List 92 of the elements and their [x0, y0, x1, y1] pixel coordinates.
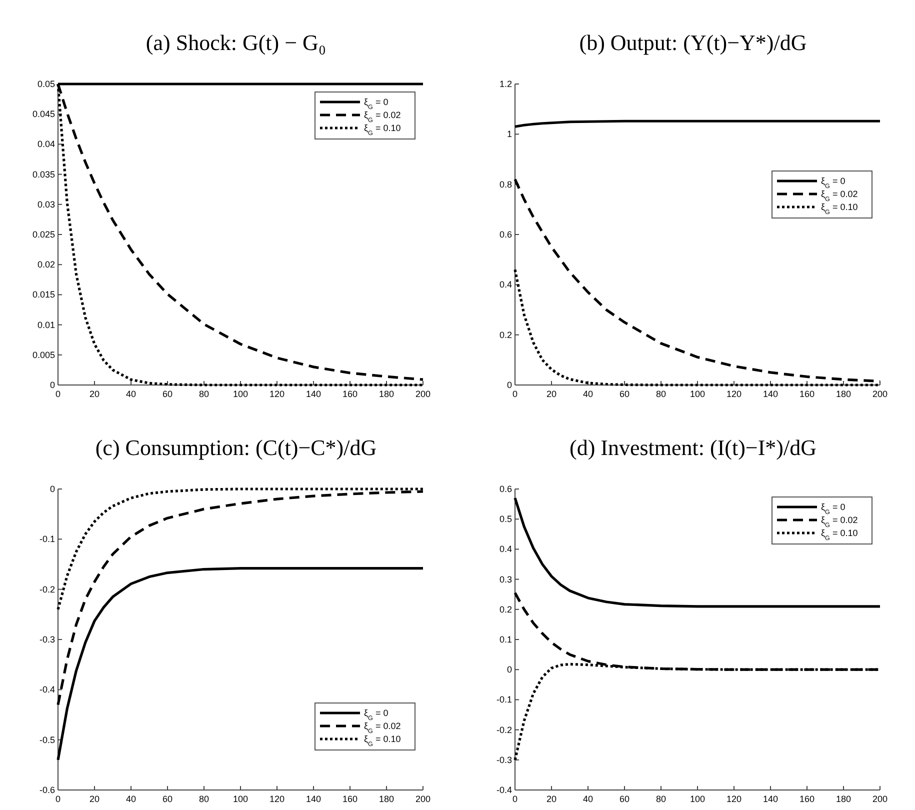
- x-tick-label: 140: [762, 389, 778, 399]
- x-tick-label: 200: [872, 794, 888, 804]
- x-tick-label: 180: [836, 794, 852, 804]
- x-tick-label: 160: [342, 794, 358, 804]
- x-tick-label: 120: [726, 794, 742, 804]
- y-tick-label: 1: [506, 129, 512, 140]
- legend-label: ξ$_{G}$ = 0: [821, 176, 846, 190]
- x-tick-label: 140: [306, 794, 322, 804]
- legend-label: ξ$_{G}$ = 0.10: [364, 734, 401, 748]
- x-tick-label: 100: [232, 794, 248, 804]
- x-tick-label: 160: [799, 794, 815, 804]
- x-tick-label: 160: [342, 389, 358, 399]
- legend-label: ξ$_{G}$ = 0: [364, 97, 388, 110]
- y-tick-label: -0.6: [39, 785, 55, 795]
- chart-title: (a) Shock: G(t) − G₀: [146, 30, 326, 55]
- chart-title: (d) Investment: (I(t)−I*)/dG: [570, 435, 817, 460]
- y-tick-label: 0.02: [37, 260, 55, 270]
- y-tick-label: 0.035: [32, 169, 55, 180]
- y-tick-label: 0: [50, 484, 55, 494]
- legend-label: ξ$_{G}$ = 0.02: [364, 721, 401, 734]
- x-tick-label: 40: [126, 794, 136, 804]
- y-tick-label: 0: [506, 380, 512, 390]
- legend-label: ξ$_{G}$ = 0.10: [821, 528, 858, 542]
- y-tick-label: 0.6: [499, 484, 512, 494]
- y-tick-label: 0.4: [499, 280, 512, 290]
- y-tick-label: 0.03: [37, 199, 55, 210]
- legend-label: ξ$_{G}$ = 0.02: [821, 189, 858, 202]
- x-tick-label: 20: [89, 389, 100, 399]
- x-tick-label: 140: [762, 794, 778, 804]
- y-tick-label: -0.4: [39, 684, 55, 695]
- y-tick-label: 0.6: [499, 230, 512, 240]
- x-tick-label: 60: [619, 389, 630, 399]
- y-tick-label: -0.3: [496, 754, 512, 765]
- legend-label: ξ$_{G}$ = 0.10: [821, 202, 858, 216]
- y-tick-label: 0.045: [32, 109, 55, 120]
- y-tick-label: 0.3: [499, 574, 512, 584]
- y-tick-label: -0.4: [496, 785, 512, 795]
- x-tick-label: 140: [306, 389, 322, 399]
- x-tick-label: 160: [799, 389, 815, 399]
- x-tick-label: 120: [269, 389, 285, 399]
- y-tick-label: 0.5: [499, 514, 512, 524]
- chart-title: (b) Output: (Y(t)−Y*)/dG: [579, 30, 807, 55]
- x-tick-label: 60: [162, 389, 173, 399]
- y-tick-label: 0: [506, 664, 512, 675]
- y-tick-label: 0.04: [37, 139, 55, 150]
- legend-label: ξ$_{G}$ = 0.02: [821, 515, 858, 528]
- x-tick-label: 80: [656, 794, 666, 804]
- chart-title: (c) Consumption: (C(t)−C*)/dG: [95, 435, 377, 460]
- y-tick-label: -0.1: [496, 694, 512, 705]
- legend-label: ξ$_{G}$ = 0: [364, 708, 388, 722]
- x-tick-label: 80: [198, 794, 210, 804]
- y-tick-label: -0.5: [39, 734, 55, 745]
- x-tick-label: 100: [232, 389, 248, 399]
- x-tick-label: 180: [378, 389, 394, 399]
- y-tick-label: -0.2: [39, 584, 55, 594]
- y-tick-label: 0.2: [499, 604, 512, 614]
- x-tick-label: 40: [126, 389, 136, 399]
- x-tick-label: 120: [269, 794, 285, 804]
- y-tick-label: 1.2: [499, 79, 512, 89]
- legend-label: ξ$_{G}$ = 0: [821, 502, 846, 516]
- x-tick-label: 20: [546, 389, 557, 399]
- x-tick-label: 40: [582, 794, 594, 804]
- x-tick-label: 20: [89, 794, 100, 804]
- x-tick-label: 100: [690, 389, 706, 399]
- x-tick-label: 80: [198, 389, 210, 399]
- x-tick-label: 200: [415, 794, 431, 804]
- y-tick-label: -0.3: [39, 634, 55, 644]
- y-tick-label: 0.4: [499, 544, 512, 554]
- y-tick-label: 0.8: [499, 179, 512, 190]
- x-tick-label: 100: [690, 794, 706, 804]
- y-tick-label: 0.05: [37, 79, 55, 89]
- y-tick-label: -0.1: [39, 534, 55, 544]
- x-tick-label: 200: [415, 389, 431, 399]
- x-tick-label: 20: [546, 794, 557, 804]
- y-tick-label: 0.1: [499, 634, 512, 644]
- y-tick-label: -0.2: [496, 724, 512, 735]
- x-tick-label: 180: [378, 794, 394, 804]
- x-tick-label: 80: [656, 389, 666, 399]
- x-tick-label: 60: [619, 794, 630, 804]
- y-tick-label: 0.005: [32, 350, 55, 360]
- x-tick-label: 200: [872, 389, 888, 399]
- x-tick-label: 120: [726, 389, 742, 399]
- y-tick-label: 0: [50, 380, 55, 390]
- y-tick-label: 0.2: [499, 330, 512, 340]
- y-tick-label: 0.01: [37, 320, 55, 330]
- x-tick-label: 40: [582, 389, 594, 399]
- x-tick-label: 60: [162, 794, 173, 804]
- x-tick-label: 180: [836, 389, 852, 399]
- y-tick-label: 0.025: [32, 230, 55, 240]
- legend-label: ξ$_{G}$ = 0.10: [364, 123, 401, 136]
- legend-label: ξ$_{G}$ = 0.02: [364, 110, 401, 124]
- y-tick-label: 0.015: [32, 290, 55, 300]
